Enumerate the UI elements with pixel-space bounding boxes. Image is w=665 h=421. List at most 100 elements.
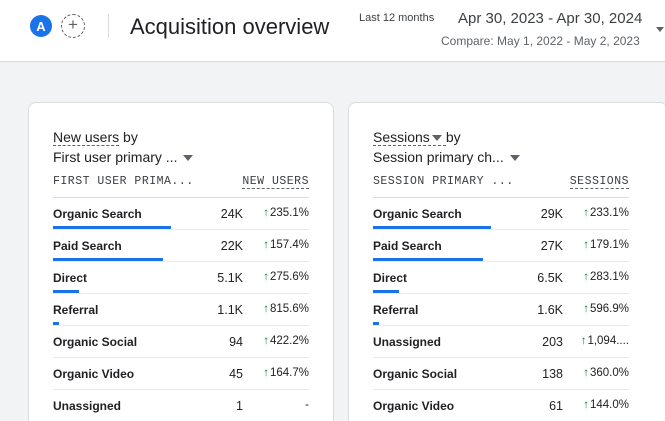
arrow-up-icon: ↑ — [583, 399, 589, 411]
row-label: Direct — [373, 271, 408, 285]
row-change: ↑815.6% — [249, 303, 309, 315]
table-row[interactable]: Referral 1.6K ↑596.9% — [373, 294, 629, 326]
metric-selector[interactable]: New users — [53, 129, 120, 146]
row-label: Paid Search — [53, 239, 122, 253]
table-row[interactable]: Paid Search 22K ↑157.4% — [53, 230, 309, 262]
dimension-selector[interactable]: Session primary ch... — [373, 149, 524, 165]
date-range-picker[interactable]: Apr 30, 2023 - Apr 30, 2024 — [458, 10, 643, 27]
row-value: 1.6K — [537, 303, 563, 317]
dimension-column-header: SESSION PRIMARY ... — [373, 175, 514, 188]
dimension-label: Session primary ch... — [373, 149, 504, 165]
dimension-column-header: FIRST USER PRIMA... — [53, 175, 194, 188]
row-value: 45 — [229, 367, 243, 381]
arrow-up-icon: ↑ — [583, 271, 589, 283]
arrow-up-icon: ↑ — [263, 207, 269, 219]
row-label: Organic Video — [373, 399, 455, 413]
change-percent: 815.6% — [269, 303, 309, 315]
arrow-up-icon: ↑ — [583, 207, 589, 219]
change-percent: 360.0% — [589, 367, 629, 379]
table-row[interactable]: Unassigned 1 - — [53, 390, 309, 421]
share-bar — [373, 290, 399, 293]
metric-label: Sessions — [373, 129, 430, 145]
metric-column-header[interactable]: NEW USERS — [242, 175, 309, 189]
table-row[interactable]: Direct 5.1K ↑275.6% — [53, 262, 309, 294]
sessions-card: Sessions by Session primary ch... SESSION… — [348, 102, 665, 421]
row-value: 1 — [236, 399, 243, 413]
account-avatar[interactable]: A — [30, 15, 52, 37]
header-divider — [373, 197, 629, 198]
card-title: New users by — [53, 129, 138, 146]
change-percent: 157.4% — [269, 239, 309, 251]
chevron-down-icon[interactable] — [656, 27, 664, 32]
share-bar — [53, 322, 59, 325]
table-row[interactable]: Organic Social 138 ↑360.0% — [373, 358, 629, 390]
row-label: Unassigned — [373, 335, 442, 349]
card-title: Sessions by — [373, 129, 461, 146]
row-value: 61 — [549, 399, 563, 413]
change-percent: 144.0% — [589, 399, 629, 411]
change-percent: 164.7% — [269, 367, 309, 379]
row-change: ↑157.4% — [249, 239, 309, 251]
row-value: 138 — [542, 367, 563, 381]
row-label: Organic Social — [53, 335, 138, 349]
row-value: 5.1K — [217, 271, 243, 285]
metric-selector[interactable]: Sessions — [373, 129, 446, 146]
add-comparison-button[interactable]: + — [61, 14, 85, 38]
table-row[interactable]: Referral 1.1K ↑815.6% — [53, 294, 309, 326]
row-change: ↑164.7% — [249, 367, 309, 379]
table-row[interactable]: Organic Search 29K ↑233.1% — [373, 198, 629, 230]
row-value: 1.1K — [217, 303, 243, 317]
change-percent: 1,094.... — [587, 335, 629, 347]
change-percent: - — [305, 399, 309, 411]
table-row[interactable]: Paid Search 27K ↑179.1% — [373, 230, 629, 262]
share-bar — [53, 258, 163, 261]
arrow-up-icon: ↑ — [580, 335, 587, 347]
new-users-card: New users by First user primary ... FIRS… — [28, 102, 334, 421]
row-value: 203 — [542, 335, 563, 349]
table-row[interactable]: Direct 6.5K ↑283.1% — [373, 262, 629, 294]
change-percent: 235.1% — [269, 207, 309, 219]
table-row[interactable]: Organic Search 24K ↑235.1% — [53, 198, 309, 230]
row-value: 29K — [540, 207, 563, 221]
arrow-up-icon: ↑ — [583, 239, 589, 251]
table-body: Organic Search 24K ↑235.1% Paid Search 22K ↑1… — [53, 198, 309, 421]
compare-range: Compare: May 1, 2022 - May 2, 2023 — [441, 34, 640, 48]
row-change: ↑144.0% — [569, 399, 629, 411]
table-row[interactable]: Organic Video 45 ↑164.7% — [53, 358, 309, 390]
row-label: Organic Search — [373, 207, 462, 221]
row-label: Unassigned — [53, 399, 122, 413]
by-label: by — [445, 129, 461, 145]
row-change: ↑360.0% — [569, 367, 629, 379]
row-value: 22K — [220, 239, 243, 253]
row-value: 24K — [220, 207, 243, 221]
row-change: ↑235.1% — [249, 207, 309, 219]
arrow-up-icon: ↑ — [263, 367, 269, 379]
row-label: Organic Social — [373, 367, 458, 381]
arrow-up-icon: ↑ — [583, 367, 589, 379]
row-change: ↑283.1% — [569, 271, 629, 283]
arrow-up-icon: ↑ — [263, 335, 269, 347]
arrow-up-icon: ↑ — [583, 303, 589, 315]
header-divider — [108, 14, 109, 38]
arrow-up-icon: ↑ — [263, 271, 269, 283]
by-label: by — [123, 129, 138, 145]
date-range-label: Last 12 months — [359, 12, 435, 24]
table-row[interactable]: Unassigned 203 ↑1,094.... — [373, 326, 629, 358]
change-percent: 275.6% — [269, 271, 309, 283]
row-change: ↑422.2% — [249, 335, 309, 347]
change-percent: 596.9% — [589, 303, 629, 315]
arrow-up-icon: ↑ — [263, 239, 269, 251]
row-label: Referral — [373, 303, 419, 317]
row-change: ↑596.9% — [569, 303, 629, 315]
dimension-label: First user primary ... — [53, 149, 178, 165]
row-change: ↑179.1% — [569, 239, 629, 251]
row-label: Referral — [53, 303, 99, 317]
table-row[interactable]: Organic Social 94 ↑422.2% — [53, 326, 309, 358]
row-label: Organic Video — [53, 367, 135, 381]
row-value: 6.5K — [537, 271, 563, 285]
table-row[interactable]: Organic Video 61 ↑144.0% — [373, 390, 629, 421]
row-label: Paid Search — [373, 239, 442, 253]
chevron-down-icon — [183, 155, 194, 162]
dimension-selector[interactable]: First user primary ... — [53, 149, 197, 165]
metric-column-header[interactable]: SESSIONS — [569, 175, 629, 189]
